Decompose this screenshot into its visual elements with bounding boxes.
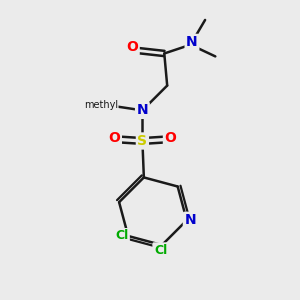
Text: O: O — [126, 40, 138, 54]
Text: N: N — [184, 213, 196, 227]
Text: Cl: Cl — [154, 244, 167, 257]
Text: methyl: methyl — [84, 100, 118, 110]
Text: Cl: Cl — [115, 230, 128, 242]
Text: O: O — [109, 131, 120, 145]
Text: N: N — [186, 35, 198, 50]
Text: O: O — [164, 131, 176, 145]
Text: N: N — [136, 103, 148, 117]
Text: S: S — [137, 134, 147, 148]
